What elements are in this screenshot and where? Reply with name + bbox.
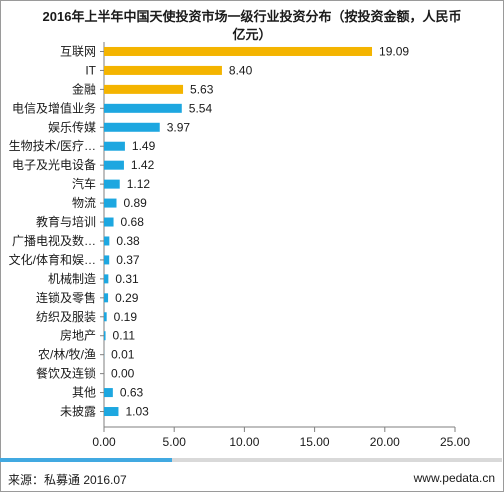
data-label: 0.00 [111,367,135,381]
category-label: 餐饮及连锁 [36,366,96,381]
category-label: IT [85,63,96,77]
data-label: 0.01 [111,348,135,362]
data-label: 1.42 [131,158,155,172]
x-tick-label: 25.00 [440,435,470,449]
bar [104,255,110,265]
bar [104,388,113,398]
data-label: 1.49 [132,139,156,153]
category-label: 未披露 [60,405,96,419]
category-label: 电子及光电设备 [12,158,96,172]
category-label: 纺织及服装 [36,310,96,324]
bar [104,122,160,132]
category-label: 物流 [72,196,96,210]
x-tick-label: 15.00 [300,435,330,449]
bar [104,141,125,151]
category-label: 机械制造 [48,271,96,286]
bar [104,103,182,113]
bar [104,312,107,322]
chart-title-line-1: 2016年上半年中国天使投资市场一级行业投资分布（按投资金额，人民币 [42,9,462,24]
data-label: 0.89 [123,196,147,210]
bar [104,198,117,208]
x-tick-label: 20.00 [370,435,400,449]
bar [104,331,106,341]
category-label: 文化/体育和娱… [9,252,96,267]
bar [104,179,120,189]
bar [104,274,109,284]
data-label: 0.37 [116,253,140,267]
source-note: 来源：私募通 2016.07 [8,473,127,487]
category-label: 电信及增值业务 [12,100,96,115]
category-label: 金融 [72,81,96,96]
data-label: 0.29 [115,291,139,305]
data-label: 1.12 [127,177,151,191]
data-label: 3.97 [167,120,191,134]
chart-title-line-2: 亿元） [232,27,272,42]
category-label: 房地产 [60,328,96,343]
data-label: 5.63 [190,82,214,96]
bar [104,217,114,227]
category-label: 农/林/牧/渔 [38,348,96,362]
data-label: 0.38 [116,234,140,248]
website-label: www.pedata.cn [413,471,495,485]
data-label: 0.19 [114,310,138,324]
footer-divider [0,458,502,462]
x-tick-label: 10.00 [229,435,259,449]
category-label: 娱乐传媒 [48,119,96,134]
data-label: 1.03 [125,405,149,419]
category-label: 互联网 [60,44,96,58]
data-label: 0.63 [120,386,144,400]
category-label: 其他 [72,386,96,400]
bar [104,407,119,417]
category-label: 教育与培训 [36,214,96,229]
category-label: 连锁及零售 [36,290,96,305]
data-label: 0.31 [115,272,139,286]
bar [104,65,222,75]
footer-accent-bar [0,458,172,462]
x-tick-label: 5.00 [163,435,187,449]
category-label: 汽车 [72,176,96,191]
data-label: 8.40 [229,63,253,77]
x-tick-label: 0.00 [92,435,116,449]
bar [104,84,184,94]
data-label: 0.11 [113,329,136,343]
data-label: 5.54 [189,101,213,115]
bar [104,293,109,303]
bar [104,236,110,246]
category-label: 生物技术/医疗… [9,139,96,153]
category-label: 广播电视及数… [12,233,96,248]
bar [104,46,373,56]
bar [104,160,124,170]
data-label: 19.09 [379,44,409,58]
data-label: 0.68 [121,215,145,229]
